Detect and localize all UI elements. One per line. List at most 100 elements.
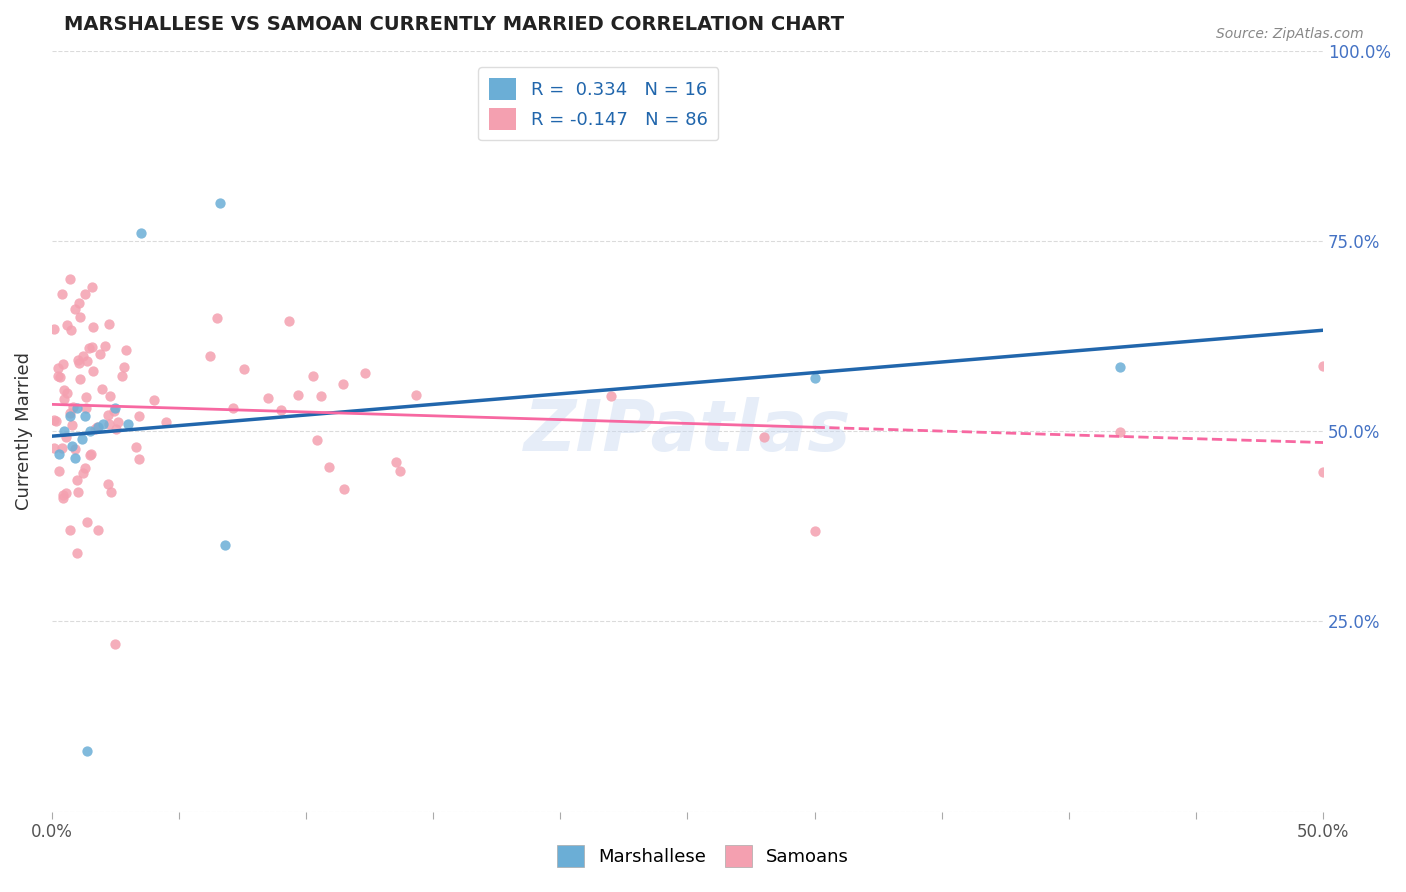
Point	[58, 523, 80, 537]
Point	[128, 409, 150, 423]
Point	[309, 388, 332, 402]
Point	[97, 417, 120, 431]
Point	[56, 318, 79, 332]
Point	[44, 413, 66, 427]
Point	[52, 491, 75, 506]
Legend: Marshallese, Samoans: Marshallese, Samoans	[550, 838, 856, 874]
Point	[76, 516, 98, 530]
Point	[97, 408, 120, 422]
Point	[80, 340, 103, 354]
Point	[76, 354, 98, 368]
Point	[129, 227, 152, 241]
Point	[69, 310, 91, 324]
Point	[79, 342, 101, 356]
Text: MARSHALLESE VS SAMOAN CURRENTLY MARRIED CORRELATION CHART: MARSHALLESE VS SAMOAN CURRENTLY MARRIED …	[65, 15, 845, 34]
Point	[65, 442, 87, 456]
Point	[58, 272, 80, 286]
Point	[86, 420, 108, 434]
Point	[86, 419, 108, 434]
Point	[48, 464, 70, 478]
Point	[89, 347, 111, 361]
Point	[1108, 425, 1130, 439]
Point	[103, 404, 125, 418]
Point	[59, 323, 82, 337]
Point	[86, 523, 108, 537]
Point	[48, 447, 70, 461]
Point	[45, 414, 67, 428]
Point	[112, 359, 135, 374]
Point	[44, 322, 66, 336]
Point	[97, 476, 120, 491]
Point	[67, 356, 90, 370]
Point	[752, 429, 775, 443]
Point	[69, 372, 91, 386]
Point	[52, 384, 75, 398]
Point	[63, 302, 86, 317]
Point	[278, 314, 301, 328]
Point	[82, 319, 104, 334]
Point	[110, 369, 132, 384]
Point	[66, 484, 89, 499]
Point	[73, 461, 96, 475]
Point	[46, 369, 69, 384]
Point	[76, 744, 98, 758]
Point	[232, 361, 254, 376]
Point	[198, 349, 221, 363]
Point	[307, 434, 329, 448]
Point	[53, 424, 76, 438]
Point	[48, 360, 70, 375]
Point	[60, 417, 83, 432]
Point	[142, 392, 165, 407]
Point	[84, 422, 107, 436]
Point	[104, 637, 127, 651]
Point	[72, 432, 94, 446]
Point	[98, 389, 121, 403]
Point	[302, 368, 325, 383]
Point	[82, 363, 104, 377]
Point	[94, 339, 117, 353]
Point	[257, 391, 280, 405]
Point	[1312, 466, 1334, 480]
Point	[55, 429, 77, 443]
Y-axis label: Currently Married: Currently Married	[15, 352, 32, 510]
Point	[52, 392, 75, 407]
Point	[117, 417, 139, 431]
Point	[66, 401, 89, 416]
Point	[60, 439, 83, 453]
Point	[52, 488, 75, 502]
Point	[52, 357, 75, 371]
Point	[67, 295, 90, 310]
Point	[385, 455, 408, 469]
Point	[79, 448, 101, 462]
Point	[333, 482, 356, 496]
Point	[44, 442, 66, 456]
Point	[155, 415, 177, 429]
Point	[388, 465, 411, 479]
Point	[600, 389, 623, 403]
Point	[75, 390, 97, 404]
Point	[1312, 359, 1334, 373]
Point	[66, 473, 89, 487]
Point	[66, 352, 89, 367]
Point	[49, 370, 72, 384]
Point	[63, 450, 86, 465]
Point	[214, 538, 236, 552]
Point	[73, 287, 96, 301]
Point	[91, 382, 114, 396]
Point	[75, 401, 97, 415]
Point	[51, 441, 73, 455]
Point	[332, 377, 354, 392]
Point	[56, 386, 79, 401]
Point	[55, 486, 77, 500]
Point	[115, 343, 138, 357]
Point	[98, 317, 121, 331]
Point	[51, 287, 73, 301]
Point	[1108, 359, 1130, 374]
Point	[79, 424, 101, 438]
Point	[66, 546, 89, 560]
Point	[100, 484, 122, 499]
Point	[72, 349, 94, 363]
Point	[125, 440, 148, 454]
Point	[104, 401, 127, 416]
Point	[318, 459, 340, 474]
